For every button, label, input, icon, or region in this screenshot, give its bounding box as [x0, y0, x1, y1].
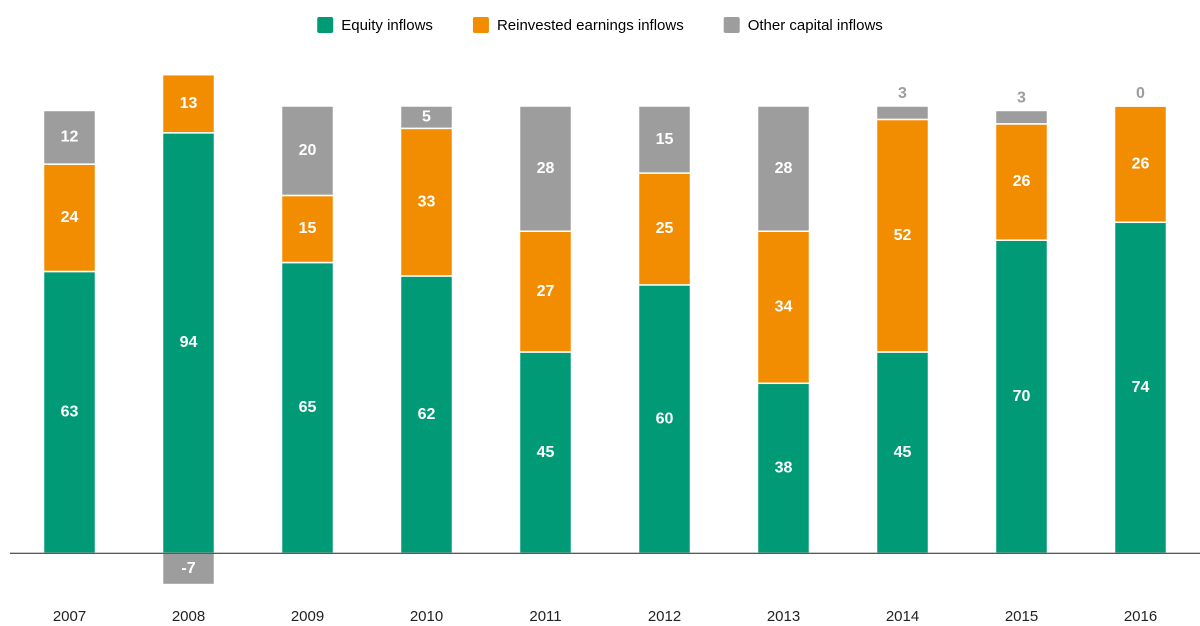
x-tick-label: 2008: [172, 608, 205, 625]
data-label: 28: [537, 160, 555, 177]
data-label: 3: [898, 85, 907, 102]
bar-segment: [756, 105, 811, 232]
data-label: 27: [537, 283, 555, 300]
legend-swatch: [723, 17, 740, 33]
data-label: 52: [894, 227, 912, 244]
bar-segment: [399, 127, 454, 277]
data-label: 26: [1013, 173, 1031, 190]
bar-segment: [161, 73, 216, 134]
data-label: 12: [61, 129, 79, 146]
data-label: 94: [180, 334, 198, 351]
data-label: 5: [422, 108, 431, 125]
bar-segment: [994, 123, 1049, 241]
legend-label: Other capital inflows: [748, 17, 883, 34]
legend-swatch: [317, 17, 334, 33]
x-tick-label: 2013: [767, 608, 800, 625]
bar-segment: [875, 118, 930, 353]
bar-segment: [161, 132, 216, 554]
data-label: 3: [1017, 90, 1026, 107]
bar-segment: [994, 109, 1049, 125]
bar-segment: [399, 105, 454, 130]
x-tick-label: 2007: [53, 608, 86, 625]
bar-segment: [637, 284, 692, 554]
data-label: 13: [180, 95, 198, 112]
x-tick-label: 2012: [648, 608, 681, 625]
x-tick-label: 2009: [291, 608, 324, 625]
data-label: 33: [418, 193, 436, 210]
x-tick-label: 2011: [529, 608, 561, 625]
data-label: -7: [181, 560, 195, 577]
bar-segment: [518, 351, 573, 554]
data-label: 62: [418, 406, 436, 423]
data-label: 45: [894, 444, 912, 461]
data-label: 34: [775, 298, 793, 315]
bar-segment: [518, 230, 573, 353]
legend-swatch: [472, 17, 489, 33]
bar-segment: [518, 105, 573, 232]
legend-label: Equity inflows: [341, 17, 433, 34]
legend-label: Reinvested earnings inflows: [497, 17, 684, 34]
bar-segment: [42, 270, 97, 554]
data-label: 0: [1136, 85, 1145, 102]
legend: Equity inflows Reinvested earnings inflow…: [317, 17, 883, 34]
bar-segment: [875, 105, 930, 121]
bar-segment: [161, 552, 216, 586]
data-label: 45: [537, 444, 555, 461]
data-label: 63: [61, 404, 79, 421]
data-label: 70: [1013, 388, 1031, 405]
bar-segment: [399, 275, 454, 554]
bar-segment: [1113, 105, 1168, 224]
x-tick-label: 2016: [1124, 608, 1157, 625]
x-tick-label: 2010: [410, 608, 443, 625]
data-label: 24: [61, 209, 79, 226]
data-label: 15: [656, 131, 674, 148]
bar-segment: [637, 172, 692, 286]
data-label: 15: [299, 220, 317, 237]
bar-segment: [42, 163, 97, 273]
bar-segment: [756, 230, 811, 385]
bar-segment: [42, 109, 97, 165]
data-label: 25: [656, 220, 674, 237]
data-label: 38: [775, 459, 793, 476]
data-label: 20: [299, 142, 317, 159]
x-tick-label: 2014: [886, 608, 919, 625]
data-label: 74: [1132, 379, 1150, 396]
bar-segment: [280, 105, 335, 197]
data-label: 28: [775, 160, 793, 177]
data-label: 60: [656, 410, 674, 427]
data-label: 26: [1132, 155, 1150, 172]
bar-segment: [637, 105, 692, 174]
data-label: 65: [299, 399, 317, 416]
bar-segment: [756, 382, 811, 554]
bar-segment: [280, 194, 335, 264]
x-tick-label: 2015: [1005, 608, 1038, 625]
